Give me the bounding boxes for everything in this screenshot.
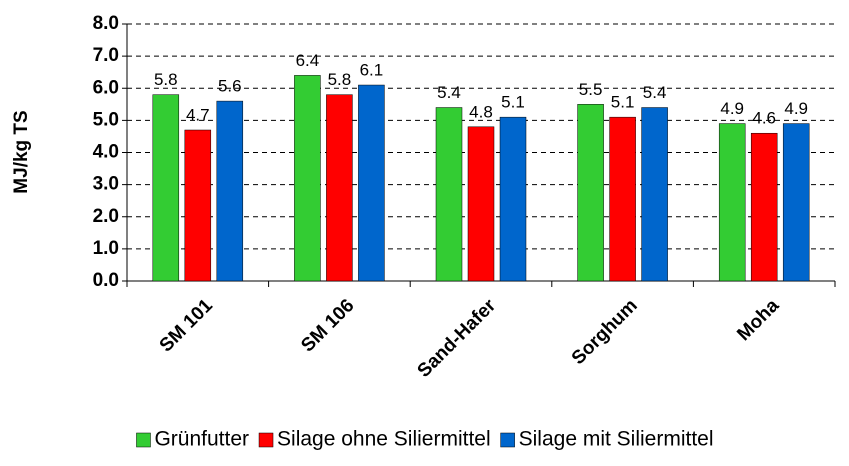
x-tick-label: Moha [733,295,783,345]
bar [152,94,180,282]
bar [294,75,321,282]
y-tick-label: 8.0 [93,13,119,34]
bar [326,94,353,282]
value-label: 5.5 [579,80,603,99]
x-tick-label: SM 106 [297,295,358,356]
legend-label: Silage mit Siliermittel [519,428,714,451]
x-tick-label: Sorghum [568,295,642,369]
legend-label: Grünfutter [154,428,249,451]
legend-swatch [136,432,151,448]
value-label: 4.8 [469,102,493,121]
legend-swatch [258,432,274,448]
value-label: 4.9 [720,99,744,118]
x-tick-label: Sand-Hafer [414,295,501,382]
value-label: 5.1 [611,93,635,112]
bar [216,100,244,282]
value-label: 5.4 [437,83,461,102]
value-label: 4.6 [752,109,776,128]
value-label: 4.7 [186,105,210,124]
y-tick-label: 0.0 [93,270,119,291]
x-tick-label: SM 101 [156,295,217,356]
bar [467,126,495,282]
value-label: 5.8 [328,70,352,89]
y-tick-label: 5.0 [93,109,119,130]
y-tick-label: 1.0 [93,238,119,259]
y-tick-label: 6.0 [93,77,119,98]
legend-swatch [500,432,515,448]
value-label: 6.4 [296,51,320,70]
y-tick-label: 3.0 [93,174,119,195]
value-label: 5.6 [218,77,242,96]
bar [641,107,668,282]
legend-label: Silage ohne Siliermittel [277,428,491,451]
y-tick-label: 7.0 [93,45,119,66]
bar [782,123,810,282]
bar [358,84,385,282]
bar [577,104,604,282]
value-label: 6.1 [360,61,384,80]
bar [499,116,527,282]
bar [184,129,212,282]
bar [750,132,778,282]
bar [435,107,463,282]
y-tick-label: 4.0 [93,142,119,163]
value-label: 5.4 [643,83,667,102]
value-label: 4.9 [784,99,808,118]
y-axis-label: MJ/kg TS [11,110,32,193]
value-label: 5.1 [501,93,525,112]
bar [609,116,636,282]
bar [718,123,746,282]
value-label: 5.8 [154,70,178,89]
y-tick-label: 2.0 [93,206,119,227]
